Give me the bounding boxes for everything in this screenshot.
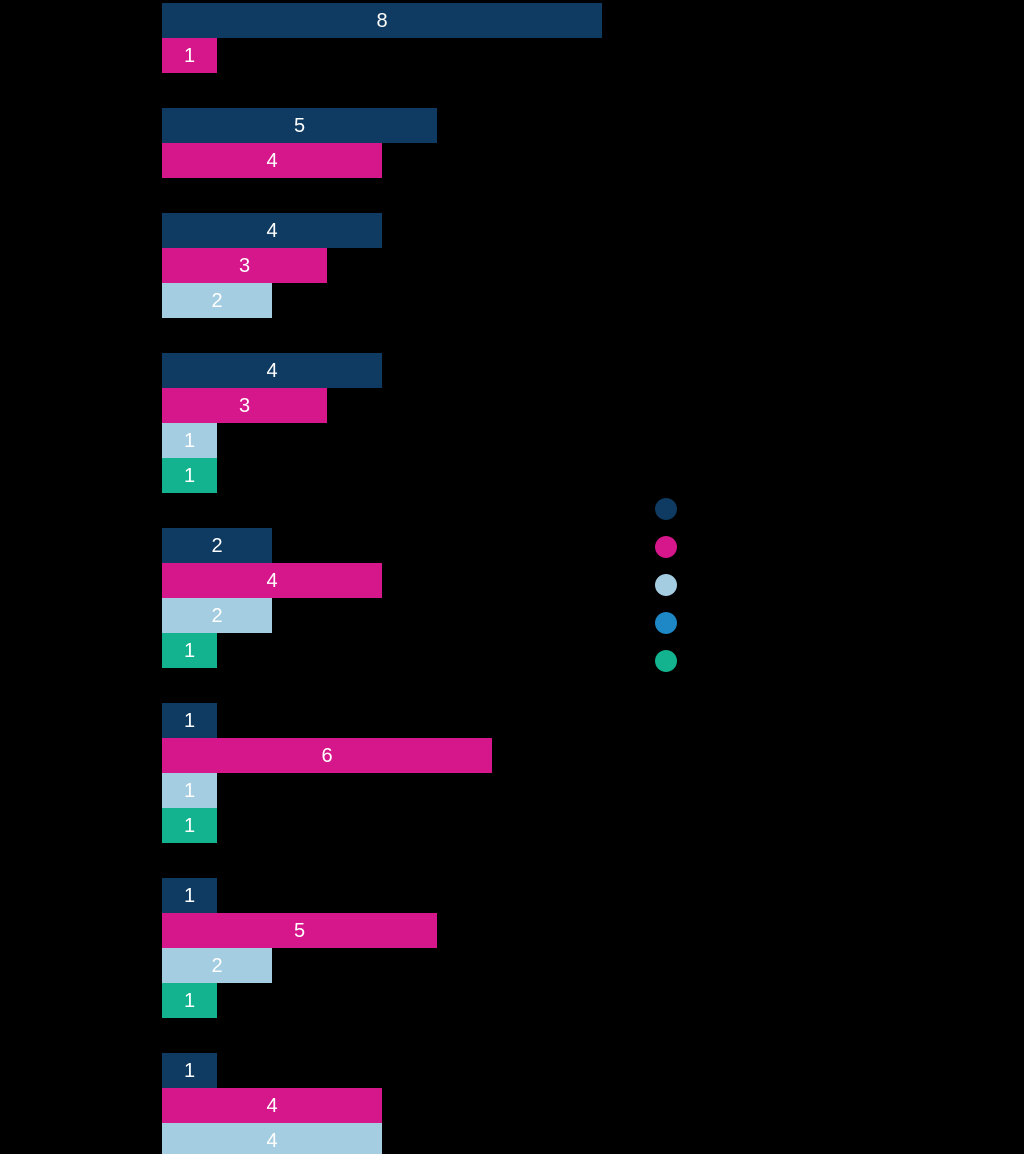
bar: 1 bbox=[162, 983, 217, 1018]
bar-value-label: 3 bbox=[239, 256, 250, 276]
legend bbox=[655, 490, 689, 680]
bar-value-label: 1 bbox=[184, 816, 195, 836]
bar-value-label: 2 bbox=[211, 291, 222, 311]
legend-swatch bbox=[655, 650, 677, 672]
bar-value-label: 4 bbox=[266, 1096, 277, 1116]
bar-value-label: 3 bbox=[239, 396, 250, 416]
legend-item bbox=[655, 642, 689, 680]
bar: 4 bbox=[162, 353, 382, 388]
bar-value-label: 1 bbox=[184, 991, 195, 1011]
bar: 1 bbox=[162, 38, 217, 73]
bar-group: 1611 bbox=[162, 703, 492, 843]
bar: 6 bbox=[162, 738, 492, 773]
legend-item bbox=[655, 490, 689, 528]
bar-value-label: 4 bbox=[266, 361, 277, 381]
legend-swatch bbox=[655, 574, 677, 596]
bar-value-label: 5 bbox=[294, 921, 305, 941]
bar: 1 bbox=[162, 1053, 217, 1088]
bar: 1 bbox=[162, 773, 217, 808]
bar-value-label: 1 bbox=[184, 466, 195, 486]
bar: 1 bbox=[162, 703, 217, 738]
bar: 4 bbox=[162, 213, 382, 248]
bar-value-label: 4 bbox=[266, 151, 277, 171]
legend-swatch bbox=[655, 536, 677, 558]
legend-item bbox=[655, 604, 689, 642]
bar: 3 bbox=[162, 388, 327, 423]
bar-value-label: 6 bbox=[321, 746, 332, 766]
bar-group: 43 1 1 bbox=[162, 353, 382, 493]
bar-value-label: 1 bbox=[184, 431, 195, 451]
grouped-bar-chart: 81544324311242116111521144 bbox=[0, 0, 1024, 1154]
bar: 4 bbox=[162, 143, 382, 178]
bar: 2 bbox=[162, 283, 272, 318]
legend-item bbox=[655, 566, 689, 604]
bar-value-label: 5 bbox=[294, 116, 305, 136]
bar-value-label: 1 bbox=[184, 641, 195, 661]
bar-value-label: 1 bbox=[184, 1061, 195, 1081]
bar: 3 bbox=[162, 248, 327, 283]
bar-group: 2421 bbox=[162, 528, 382, 668]
bar-value-label: 1 bbox=[184, 886, 195, 906]
bar-value-label: 1 bbox=[184, 711, 195, 731]
bar: 5 bbox=[162, 913, 437, 948]
bar-value-label: 2 bbox=[211, 956, 222, 976]
legend-item bbox=[655, 528, 689, 566]
bar: 4 bbox=[162, 563, 382, 598]
bar-value-label: 2 bbox=[211, 536, 222, 556]
bar-group: 432 bbox=[162, 213, 382, 318]
bar: 8 bbox=[162, 3, 602, 38]
bar-value-label: 4 bbox=[266, 1131, 277, 1151]
bar: 1 bbox=[162, 878, 217, 913]
bar: 2 bbox=[162, 598, 272, 633]
bar-value-label: 1 bbox=[184, 46, 195, 66]
bar: 4 bbox=[162, 1088, 382, 1123]
legend-swatch bbox=[655, 612, 677, 634]
bar: 1 bbox=[162, 423, 217, 458]
bar-value-label: 2 bbox=[211, 606, 222, 626]
bar: 1 bbox=[162, 808, 217, 843]
bar: 2 bbox=[162, 948, 272, 983]
bar-value-label: 1 bbox=[184, 781, 195, 801]
bar: 2 bbox=[162, 528, 272, 563]
bar: 4 bbox=[162, 1123, 382, 1154]
bar: 1 bbox=[162, 458, 217, 493]
bar: 1 bbox=[162, 633, 217, 668]
bar-group: 1 4 4 bbox=[162, 1053, 382, 1154]
bar-value-label: 8 bbox=[376, 11, 387, 31]
bar-value-label: 4 bbox=[266, 221, 277, 241]
legend-swatch bbox=[655, 498, 677, 520]
bar-value-label: 4 bbox=[266, 571, 277, 591]
bar-group: 1521 bbox=[162, 878, 437, 1018]
bar-group: 54 bbox=[162, 108, 437, 178]
bar: 5 bbox=[162, 108, 437, 143]
bar-group: 81 bbox=[162, 3, 602, 73]
